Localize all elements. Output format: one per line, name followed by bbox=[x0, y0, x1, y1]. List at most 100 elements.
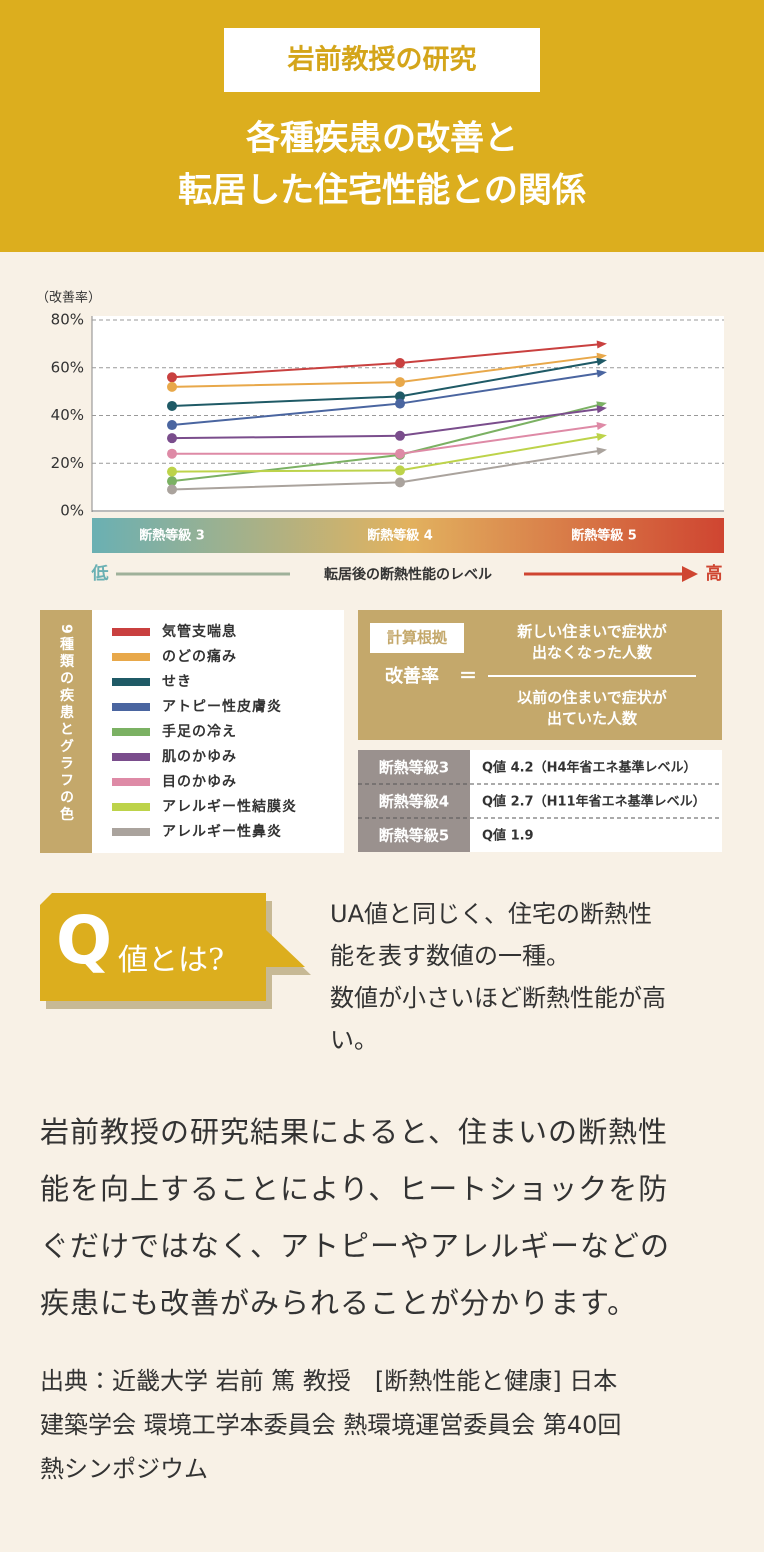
q-table: 断熱等級3 Q値 4.2（H4年省エネ基準レベル） 断熱等級4 Q値 2.7（H11年… bbox=[358, 750, 722, 852]
point bbox=[395, 357, 405, 368]
calc-numerator: 出なくなった人数 bbox=[532, 644, 653, 662]
q-description: い。 bbox=[330, 1026, 378, 1054]
legend-label: 肌のかゆみ bbox=[162, 749, 237, 765]
table-cell bbox=[470, 750, 722, 784]
calc-eq: ＝ bbox=[459, 666, 477, 687]
table-head-cell bbox=[358, 818, 470, 852]
legend-swatch bbox=[112, 628, 150, 636]
calc-numerator: 新しい住まいで症状が bbox=[516, 623, 668, 641]
legend-title: 9種類の疾患とグラフの色 bbox=[58, 624, 75, 824]
point bbox=[167, 420, 177, 431]
legend-label: 気管支喘息 bbox=[162, 623, 237, 640]
calc-label: 計算根拠 bbox=[387, 629, 448, 647]
high-label: 高 bbox=[706, 563, 723, 584]
point bbox=[395, 465, 405, 476]
q-description: 数値が小さいほど断熱性能が高 bbox=[330, 984, 666, 1012]
point bbox=[167, 400, 177, 411]
y-tick-label: 40% bbox=[51, 406, 84, 424]
q-badge bbox=[40, 893, 305, 1001]
legend-swatch bbox=[112, 728, 150, 736]
arrow-point bbox=[596, 405, 607, 414]
point bbox=[167, 448, 177, 459]
plot-area bbox=[92, 316, 724, 512]
point bbox=[395, 430, 405, 441]
text-area: UA値と同じく、住宅の断熱性能を表す数値の一種。数値が小さいほど断熱性能が高い。… bbox=[40, 900, 670, 1483]
paragraph-line: ぐだけではなく、アトピーやアレルギーなどの bbox=[40, 1229, 670, 1263]
y-axis-label: （改善率） bbox=[36, 291, 101, 306]
header-title: 転居した住宅性能との関係 bbox=[178, 171, 586, 211]
legend-label: 手足の冷え bbox=[162, 723, 237, 740]
q-title: 値とは? bbox=[118, 943, 224, 978]
table-head-cell bbox=[358, 784, 470, 818]
legend-swatch bbox=[112, 778, 150, 786]
x-tick-label: 断熱等級 3 bbox=[139, 528, 205, 544]
header-label-box bbox=[224, 28, 540, 92]
point bbox=[395, 477, 405, 488]
table-cell bbox=[470, 818, 722, 852]
header-label: 岩前教授の研究 bbox=[287, 44, 477, 76]
x-tick-label: 断熱等級 4 bbox=[367, 528, 433, 544]
arrow-point bbox=[596, 433, 607, 441]
arrow-point bbox=[596, 357, 607, 366]
point bbox=[167, 381, 177, 392]
x-axis-label: 転居後の断熱性能のレベル bbox=[324, 566, 492, 583]
y-tick-label: 0% bbox=[60, 502, 84, 520]
level-bar bbox=[92, 518, 724, 553]
calc-denominator: 以前の住まいで症状が bbox=[517, 689, 668, 707]
header-title: 各種疾患の改善と bbox=[246, 119, 518, 159]
point bbox=[167, 484, 177, 495]
table-text: Q値 4.2（H4年省エネ基準レベル） bbox=[482, 760, 697, 776]
y-tick-label: 80% bbox=[51, 311, 84, 329]
calc-lhs: 改善率 bbox=[385, 665, 439, 687]
source-line: 出典：近畿大学 岩前 篤 教授 [断熱性能と健康] 日本 bbox=[40, 1367, 617, 1395]
table-head-cell bbox=[358, 750, 470, 784]
y-tick-label: 20% bbox=[51, 454, 84, 472]
point bbox=[167, 476, 177, 487]
source-line: 熱シンポジウム bbox=[40, 1455, 208, 1483]
y-tick-label: 60% bbox=[51, 358, 84, 376]
point bbox=[167, 372, 177, 383]
table-head-text: 断熱等級3 bbox=[379, 759, 449, 777]
table-cell bbox=[470, 784, 722, 818]
legend-strip bbox=[40, 610, 92, 853]
paragraph-line: 疾患にも改善がみられることが分かります。 bbox=[40, 1286, 637, 1320]
legend-swatch bbox=[112, 703, 150, 711]
legend-swatch bbox=[112, 828, 150, 836]
table-text: Q値 2.7（H11年省エネ基準レベル） bbox=[482, 794, 706, 810]
legend-swatch bbox=[112, 753, 150, 761]
point bbox=[395, 377, 405, 388]
point bbox=[167, 433, 177, 444]
legend-label: せき bbox=[162, 674, 192, 690]
arrow-point bbox=[596, 447, 607, 456]
legend-label: のどの痛み bbox=[162, 648, 237, 665]
table-text: Q値 1.9 bbox=[482, 828, 534, 844]
q-description: UA値と同じく、住宅の断熱性 bbox=[330, 900, 652, 928]
x-tick-label: 断熱等級 5 bbox=[571, 528, 637, 544]
paragraph-line: 能を向上することにより、ヒートショックを防 bbox=[40, 1172, 668, 1206]
table-head-text: 断熱等級4 bbox=[379, 793, 449, 811]
legend-swatch bbox=[112, 678, 150, 686]
legend-label: 目のかゆみ bbox=[162, 774, 237, 790]
arrow-point bbox=[596, 340, 607, 349]
arrow-point bbox=[596, 369, 607, 378]
q-letter: Q bbox=[56, 902, 112, 979]
point bbox=[395, 398, 405, 409]
point bbox=[167, 466, 177, 477]
point bbox=[395, 391, 405, 402]
calc-label-box bbox=[370, 623, 464, 653]
level-arrow-head bbox=[682, 566, 698, 582]
calc-denominator: 出ていた人数 bbox=[547, 710, 638, 728]
legend-label: アレルギー性結膜炎 bbox=[162, 798, 297, 815]
legend-swatch bbox=[112, 653, 150, 661]
q-description: 能を表す数値の一種。 bbox=[330, 942, 570, 970]
point bbox=[395, 448, 405, 459]
legend-swatch bbox=[112, 803, 150, 811]
legend-label: アレルギー性鼻炎 bbox=[162, 823, 282, 840]
source-line: 建築学会 環境工学本委員会 熱環境運営委員会 第40回 bbox=[40, 1411, 621, 1439]
table-head-text: 断熱等級5 bbox=[379, 827, 449, 845]
low-label: 低 bbox=[91, 563, 109, 584]
arrow-point bbox=[596, 422, 607, 430]
paragraph-line: 岩前教授の研究結果によると、住まいの断熱性 bbox=[40, 1115, 668, 1149]
